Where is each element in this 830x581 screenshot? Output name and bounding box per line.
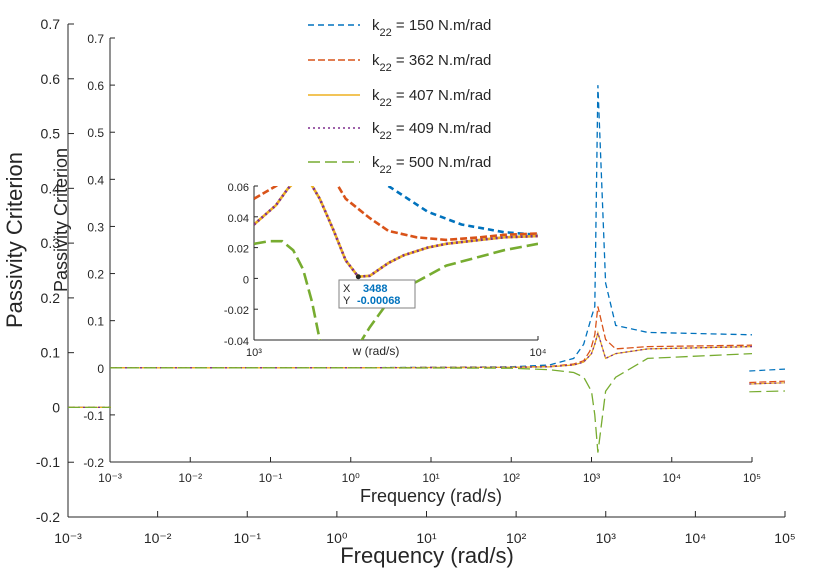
outer_axes-y-tick-label: 0.1	[41, 345, 61, 361]
outer-right-stub-1	[749, 380, 786, 384]
middle_axes-y-tick-label: 0.4	[87, 173, 104, 187]
middle_axes-y-tick-label: 0.1	[87, 315, 104, 329]
middle_axes-y-tick-label: 0	[97, 362, 104, 376]
legend-entry-3: k22 = 409 N.m/rad	[372, 120, 491, 142]
outer_axes-y-tick-label: -0.1	[36, 454, 60, 470]
middle_axes-x-tick-label: 10⁴	[662, 471, 681, 485]
outer_axes-y-tick-label: 0.7	[41, 16, 61, 32]
middle_axes-y-tick-label: 0.6	[87, 79, 104, 93]
inset_axes-y-tick-label: 0.02	[228, 244, 249, 256]
middle_axes-x-tick-label: 10⁻²	[178, 471, 202, 485]
datatip-marker	[355, 274, 361, 280]
inset_axes-y-tick-label: 0	[243, 274, 249, 286]
legend: k22 = 150 N.m/rad k22 = 362 N.m/rad k22 = …	[308, 17, 491, 176]
main-series-line-1	[110, 306, 752, 369]
main-series-line-4	[110, 352, 752, 453]
datatip-y-label: Y	[343, 295, 351, 307]
outer-right-stub-4	[749, 390, 786, 393]
outer_axes-x-tick-label: 10³	[596, 530, 617, 546]
middle_axes-y-tick-label: -0.1	[83, 409, 104, 423]
outer_axes-y-tick-label: 0	[52, 399, 60, 415]
outer_axes-axes: 10⁻³ 10⁻² 10⁻¹ 10⁰ 10¹ 10² 10³ 10⁴ 10⁵ -0.2 -0.1 0 0…	[36, 16, 796, 546]
middle_axes-x-tick-label: 10⁻³	[98, 471, 122, 485]
middle_axes-x-tick-label: 10¹	[422, 471, 439, 485]
outer-y-axis-label: Passivity Criterion	[2, 152, 27, 328]
inset_axes-axes: 10³ 10⁴ -0.04 -0.02 0 0.02 0.04 0.06	[224, 182, 547, 359]
middle_axes-x-tick-label: 10⁻¹	[259, 471, 283, 485]
outer_axes-y-tick-label: 0.3	[41, 235, 61, 251]
middle_axes-y-tick-label: 0.3	[87, 220, 104, 234]
inset_axes-x-tick-label: 10⁴	[530, 347, 547, 359]
outer-right-stub-3	[749, 382, 786, 385]
datatip-y-value: -0.00068	[357, 295, 400, 307]
middle_axes-x-tick-label: 10⁵	[743, 471, 761, 485]
inset-series-line-1	[254, 186, 538, 242]
inset_axes-x-tick-label: 10³	[246, 347, 262, 359]
outer-right-stub-0	[749, 368, 786, 372]
middle_axes-y-tick-label: 0.7	[87, 32, 104, 46]
legend-entry-1: k22 = 362 N.m/rad	[372, 52, 491, 74]
middle_axes-x-tick-label: 10⁰	[342, 471, 360, 485]
inset-x-axis-label: w (rad/s)	[352, 344, 400, 358]
outer_axes-y-tick-label: 0.4	[41, 180, 61, 196]
inset_axes-y-tick-label: -0.04	[224, 336, 249, 348]
legend-entry-4: k22 = 500 N.m/rad	[372, 154, 491, 176]
inset-series-line-0	[387, 186, 538, 237]
outer-x-axis-label: Frequency (rad/s)	[340, 543, 514, 568]
outer_axes-x-tick-label: 10⁻³	[54, 530, 82, 546]
datatip-box: X 3488 Y -0.00068	[338, 279, 416, 309]
outer_axes-x-tick-label: 10⁻¹	[233, 530, 261, 546]
middle_axes-y-tick-label: 0.2	[87, 268, 104, 282]
inset_axes-y-tick-label: -0.02	[224, 305, 249, 317]
outer_axes-y-tick-label: 0.6	[41, 71, 61, 87]
middle_axes-y-tick-label: 0.5	[87, 126, 104, 140]
outer_axes-y-tick-label: 0.5	[41, 126, 61, 142]
middle-x-axis-label: Frequency (rad/s)	[360, 486, 502, 506]
outer_axes-x-tick-label: 10⁻²	[144, 530, 172, 546]
middle-y-axis-label: Passivity Criterion	[51, 148, 71, 292]
datatip-x-value: 3488	[363, 283, 387, 295]
middle_axes-axes: 10⁻³ 10⁻² 10⁻¹ 10⁰ 10¹ 10² 10³ 10⁴ 10⁵ -0.2 -0.1 0 0…	[83, 32, 761, 485]
main-series-line-3	[110, 330, 752, 369]
outer_axes-x-tick-label: 10¹	[416, 530, 437, 546]
legend-entry-2: k22 = 407 N.m/rad	[372, 87, 491, 109]
middle_axes-x-tick-label: 10³	[583, 471, 600, 485]
outer_axes-y-tick-label: -0.2	[36, 509, 60, 525]
inset_axes-y-tick-label: 0.04	[228, 213, 249, 225]
outer_axes-x-tick-label: 10⁰	[326, 530, 348, 546]
outer_axes-x-tick-label: 10⁵	[774, 530, 795, 546]
inset_axes-y-tick-label: 0.06	[228, 182, 249, 194]
inset-series-line-3	[254, 186, 538, 279]
middle_axes-x-tick-label: 10²	[503, 471, 520, 485]
inset-background	[254, 186, 538, 340]
middle_axes-y-tick-label: -0.2	[83, 456, 104, 470]
inset-series-line-4	[254, 239, 538, 340]
datatip-x-label: X	[343, 283, 351, 295]
outer_axes-x-tick-label: 10⁴	[685, 530, 707, 546]
legend-entry-0: k22 = 150 N.m/rad	[372, 17, 491, 39]
datatip-frame	[338, 279, 416, 309]
outer_axes-y-tick-label: 0.2	[41, 290, 61, 306]
outer_axes-x-tick-label: 10²	[506, 530, 527, 546]
